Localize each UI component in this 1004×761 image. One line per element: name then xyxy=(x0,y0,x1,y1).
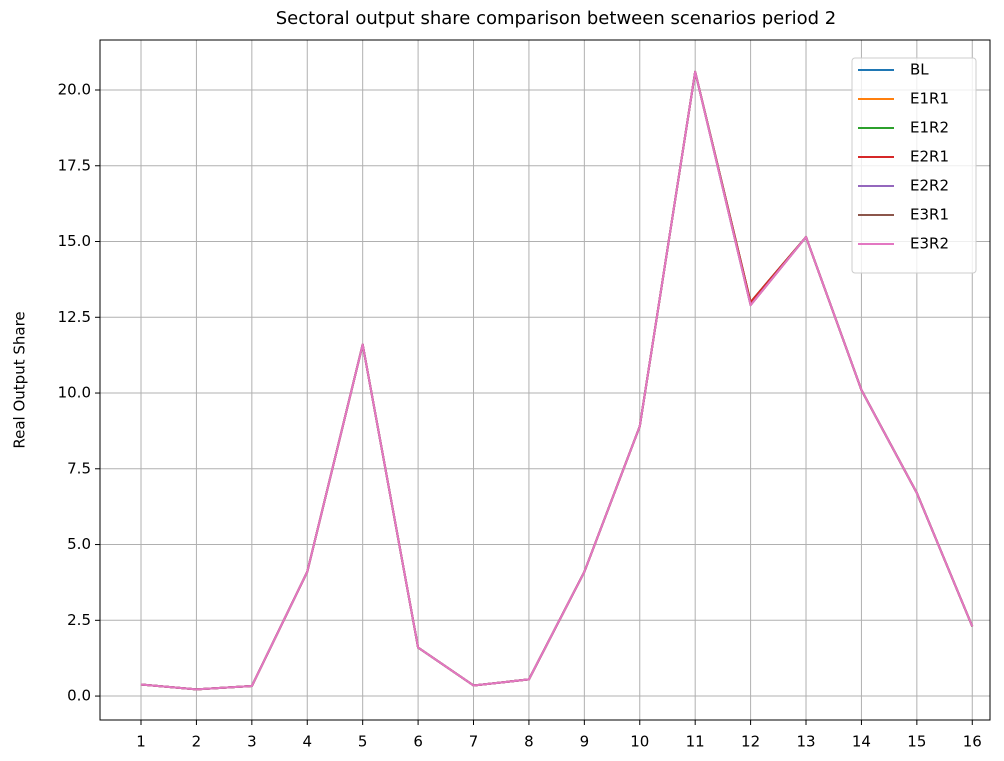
series-line xyxy=(140,70,974,691)
y-tick-label: 12.5 xyxy=(58,308,91,326)
legend-box xyxy=(851,57,977,274)
y-tick-label: 15.0 xyxy=(58,232,91,250)
x-tick-label: 10 xyxy=(630,733,649,751)
legend-label: E2R1 xyxy=(910,148,949,166)
x-tick-label: 15 xyxy=(907,733,926,751)
x-tick-label: 12 xyxy=(741,733,760,751)
x-tick-label: 3 xyxy=(247,733,257,751)
grid: 0.02.55.07.510.012.515.017.520.01 2 3 4 5 6 7 8… xyxy=(58,40,990,751)
y-tick-label: 10.0 xyxy=(58,384,91,402)
series-line xyxy=(140,70,974,691)
x-tick-label: 11 xyxy=(686,733,705,751)
x-tick-label: 2 xyxy=(192,733,202,751)
x-tick-label: 16 xyxy=(963,733,982,751)
axes-frame xyxy=(99,39,991,721)
series-line xyxy=(140,70,974,691)
x-tick-label: 7 xyxy=(469,733,479,751)
series-line xyxy=(140,70,974,691)
legend-label: BL xyxy=(910,61,929,79)
chart-title: Sectoral output share comparison between… xyxy=(276,8,837,29)
y-tick-label: 7.5 xyxy=(67,459,91,477)
y-tick-label: 2.5 xyxy=(67,611,91,629)
series-line xyxy=(140,70,974,691)
x-tick-label: 1 xyxy=(136,733,146,751)
y-tick-label: 17.5 xyxy=(58,156,91,174)
y-axis-label: Real Output Share xyxy=(11,311,29,448)
x-tick-label: 5 xyxy=(358,733,368,751)
x-tick-label: 14 xyxy=(852,733,871,751)
y-tick-label: 5.0 xyxy=(67,535,91,553)
y-tick-label: 0.0 xyxy=(67,687,91,705)
x-tick-label: 8 xyxy=(524,733,534,751)
x-tick-label: 13 xyxy=(796,733,815,751)
legend-label: E3R1 xyxy=(910,206,949,224)
legend-label: E1R2 xyxy=(910,119,949,137)
x-tick-label: 4 xyxy=(302,733,312,751)
x-tick-label: 9 xyxy=(580,733,590,751)
legend: BL E1R1 E1R2 E2R1 E2R2 E3R1 E3R2 xyxy=(851,57,977,274)
x-tick-label: 6 xyxy=(413,733,423,751)
legend-label: E2R2 xyxy=(910,177,949,195)
legend-label: E1R1 xyxy=(910,90,949,108)
plot-area xyxy=(140,70,974,691)
y-tick-label: 20.0 xyxy=(58,81,91,99)
series-line xyxy=(140,70,974,691)
legend-label: E3R2 xyxy=(910,235,949,253)
series-line xyxy=(140,70,974,691)
